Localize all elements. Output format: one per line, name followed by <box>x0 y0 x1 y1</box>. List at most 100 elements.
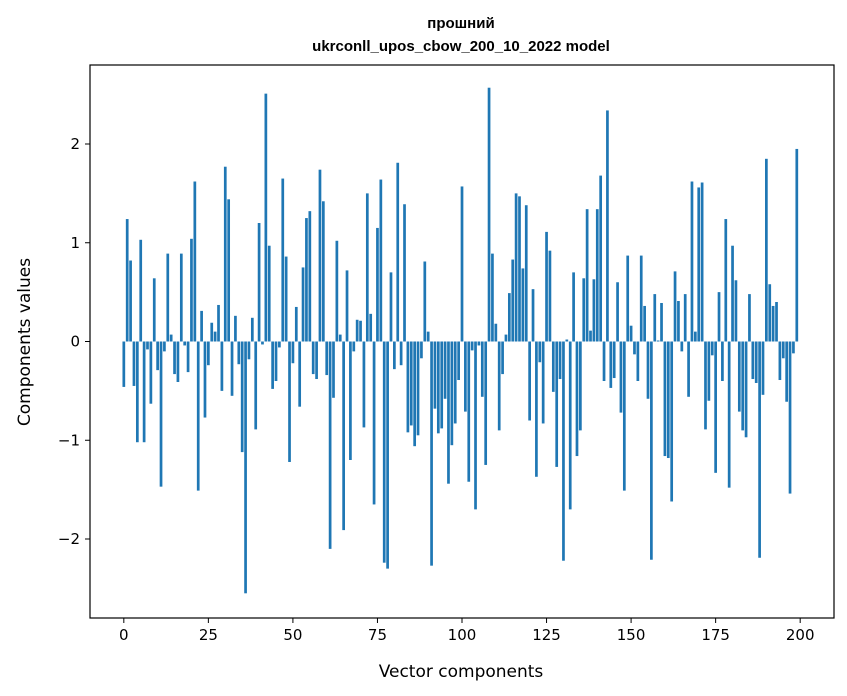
bar <box>267 245 271 342</box>
y-tick-label: 2 <box>70 135 80 153</box>
bar <box>524 205 528 342</box>
bar <box>166 253 170 342</box>
bar <box>291 341 295 364</box>
bar <box>491 253 494 342</box>
bar <box>223 166 227 342</box>
bar <box>656 340 660 342</box>
bar <box>359 320 362 342</box>
bar <box>298 341 302 407</box>
bar <box>788 341 792 494</box>
x-tick-label: 0 <box>119 626 129 644</box>
bar <box>450 341 454 446</box>
x-tick-label: 175 <box>701 626 730 644</box>
bar <box>785 341 789 402</box>
bar <box>210 322 214 342</box>
bar <box>727 341 731 488</box>
bar <box>159 341 163 487</box>
bar <box>207 341 210 366</box>
bar <box>135 341 139 443</box>
bar <box>315 341 318 380</box>
bar <box>294 306 298 342</box>
bar <box>626 255 630 342</box>
bar <box>372 341 376 505</box>
bar <box>447 341 450 484</box>
bar <box>575 341 579 457</box>
bar <box>261 341 264 345</box>
bar <box>389 272 393 342</box>
bar <box>551 341 555 392</box>
bar <box>142 341 146 443</box>
bar <box>169 334 173 342</box>
bar <box>173 341 176 375</box>
bar <box>430 341 433 566</box>
bar <box>507 293 511 342</box>
bar <box>761 341 765 395</box>
y-tick-label: −2 <box>58 530 80 548</box>
bar <box>254 341 258 430</box>
bar <box>440 341 444 429</box>
bar <box>176 341 180 382</box>
bar <box>737 341 741 412</box>
bar <box>132 341 136 386</box>
bar <box>311 341 315 375</box>
bar <box>754 341 758 383</box>
bar <box>504 334 508 342</box>
bar <box>325 341 329 376</box>
bar <box>781 341 785 359</box>
bar <box>480 341 484 397</box>
bar <box>393 341 396 370</box>
bar <box>683 294 687 342</box>
bar <box>650 341 653 560</box>
bar <box>200 310 203 342</box>
bar <box>342 341 345 531</box>
bar <box>717 292 721 342</box>
bar <box>494 323 498 342</box>
bar <box>288 341 291 462</box>
bar <box>349 341 352 460</box>
bar <box>758 341 761 558</box>
bar <box>220 341 224 391</box>
bar <box>595 209 599 342</box>
bar <box>629 325 633 342</box>
bar <box>599 175 603 342</box>
bar <box>677 301 680 342</box>
y-tick-label: 1 <box>70 234 80 252</box>
bar <box>146 341 149 350</box>
bar <box>399 341 403 366</box>
bar <box>230 341 234 396</box>
bar <box>382 341 386 563</box>
x-tick-label: 75 <box>368 626 387 644</box>
bar <box>646 341 650 399</box>
bar <box>183 341 187 346</box>
bar <box>511 259 515 342</box>
bar <box>690 181 694 342</box>
bar <box>619 341 623 413</box>
bar <box>528 341 531 421</box>
bar <box>420 341 423 359</box>
bar <box>585 209 589 342</box>
bar <box>122 341 126 387</box>
x-tick-label: 25 <box>199 626 218 644</box>
bar <box>426 331 430 342</box>
bar <box>271 341 274 389</box>
bar <box>409 341 413 426</box>
bar <box>609 341 613 388</box>
bar <box>565 339 569 342</box>
x-tick-label: 125 <box>532 626 561 644</box>
bar <box>778 341 782 381</box>
bar <box>562 341 565 561</box>
x-tick-label: 50 <box>283 626 302 644</box>
bar <box>318 169 322 342</box>
bar <box>443 341 447 399</box>
bar <box>190 238 193 342</box>
bar <box>436 341 440 434</box>
bar <box>457 341 460 381</box>
bar <box>413 341 417 447</box>
bar <box>602 341 606 381</box>
bar <box>365 193 369 342</box>
bar <box>335 240 339 342</box>
bar <box>497 341 501 431</box>
bar <box>396 162 400 342</box>
bar <box>474 341 477 510</box>
bar <box>582 278 586 342</box>
